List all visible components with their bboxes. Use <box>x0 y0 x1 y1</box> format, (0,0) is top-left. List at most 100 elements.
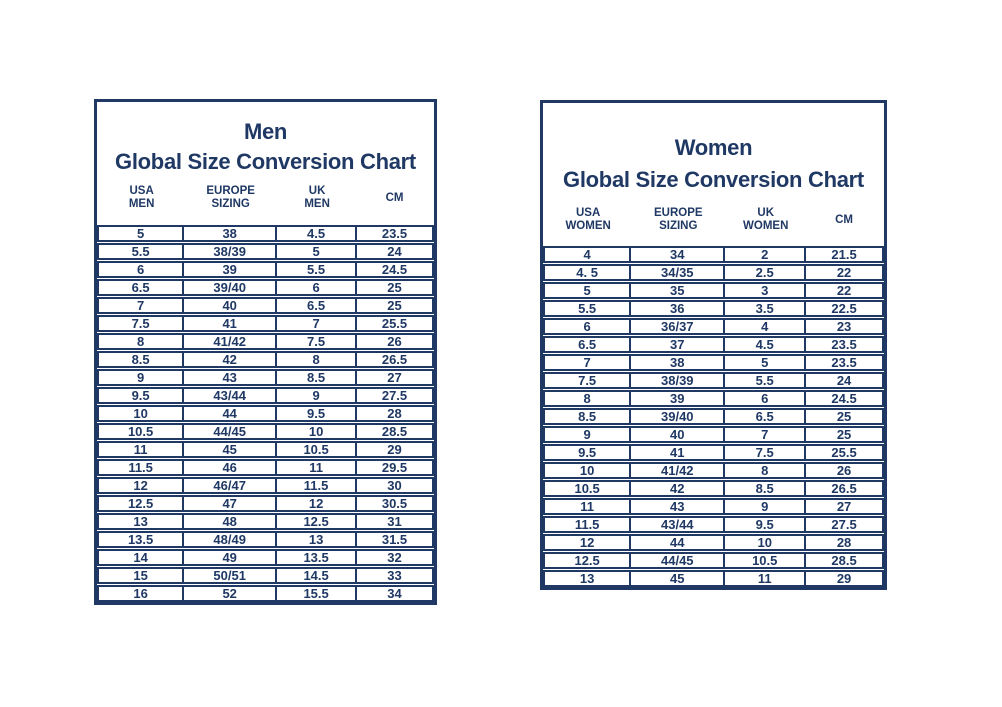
table-row: 9 40 7 25 <box>543 426 884 443</box>
table-cell: 10.5 <box>545 482 632 495</box>
table-cell: 34 <box>387 587 402 600</box>
table-cell: 25 <box>836 428 852 441</box>
table-cell: 29 <box>387 443 402 456</box>
table-cell: 38/39 <box>631 374 726 387</box>
table-cell: 10 <box>545 464 632 477</box>
table-cell: 25 <box>836 410 852 423</box>
table-cell: 41/42 <box>631 464 726 477</box>
table-body: 4 34 2 21.5 4. 5 34/35 2.5 22 5 35 3 22 5.5 36 3.5 22.5… <box>543 246 884 587</box>
column-header-uk-women: UK WOMEN <box>743 207 789 232</box>
table-cell: 38 <box>184 227 278 240</box>
table-cell: 12 <box>99 479 185 492</box>
table-cell: 44 <box>631 536 726 549</box>
table-cell: 14 <box>99 551 185 564</box>
table-cell: 32 <box>387 551 402 564</box>
table-cell: 34/35 <box>631 266 726 279</box>
table-row: 8 39 6 24.5 <box>543 390 884 407</box>
table-cell: 6.5 <box>99 281 185 294</box>
table-cell: 23.5 <box>381 227 408 240</box>
table-cell: 4.5 <box>277 227 358 240</box>
table-cell: 25 <box>387 281 402 294</box>
table-cell: 47 <box>184 497 278 510</box>
table-row: 10.5 44/45 10 28.5 <box>97 423 434 440</box>
table-row: 15 50/51 14.5 33 <box>97 567 434 584</box>
table-cell: 40 <box>631 428 726 441</box>
table-cell: 9.5 <box>99 389 185 402</box>
table-row: 13 45 11 29 <box>543 570 884 587</box>
table-row: 8.5 39/40 6.5 25 <box>543 408 884 425</box>
table-cell: 27.5 <box>381 389 408 402</box>
table-row: 12 46/47 11.5 30 <box>97 477 434 494</box>
table-cell: 50/51 <box>184 569 278 582</box>
table-cell: 44 <box>184 407 278 420</box>
table-cell: 33 <box>387 569 402 582</box>
table-cell: 44/45 <box>184 425 278 438</box>
table-row: 7.5 38/39 5.5 24 <box>543 372 884 389</box>
table-cell: 6.5 <box>277 299 358 312</box>
table-cell: 5 <box>545 284 632 297</box>
column-header-cm: CM <box>835 213 853 226</box>
table-cell: 11 <box>545 500 632 513</box>
table-cell: 11 <box>277 461 358 474</box>
table-cell: 7.5 <box>725 446 807 459</box>
table-cell: 24 <box>387 245 402 258</box>
table-cell: 21.5 <box>831 248 857 261</box>
column-header-uk-men: UK MEN <box>304 185 330 210</box>
table-row: 4. 5 34/35 2.5 22 <box>543 264 884 281</box>
table-cell: 22.5 <box>831 302 857 315</box>
table-cell: 6 <box>725 392 807 405</box>
table-cell: 44/45 <box>631 554 726 567</box>
table-cell: 10 <box>277 425 358 438</box>
table-cell: 45 <box>184 443 278 456</box>
table-cell: 13.5 <box>277 551 358 564</box>
table-cell: 12.5 <box>99 497 185 510</box>
table-cell: 39 <box>631 392 726 405</box>
table-row: 12.5 44/45 10.5 28.5 <box>543 552 884 569</box>
column-header-usa-women: USA WOMEN <box>565 207 611 232</box>
table-row: 6.5 37 4.5 23.5 <box>543 336 884 353</box>
table-cell: 13 <box>99 515 185 528</box>
table-cell: 11.5 <box>99 461 185 474</box>
table-row: 6 36/37 4 23 <box>543 318 884 335</box>
table-body: 5 38 4.5 23.5 5.5 38/39 5 24 6 39 5.5 24.5 6.5 39/40 6… <box>97 225 434 602</box>
table-row: 5 35 3 22 <box>543 282 884 299</box>
table-cell: 43/44 <box>184 389 278 402</box>
table-row: 6 39 5.5 24.5 <box>97 261 434 278</box>
table-cell: 46/47 <box>184 479 278 492</box>
table-cell: 6 <box>277 281 358 294</box>
column-header-europe-sizing: EUROPE SIZING <box>206 185 255 210</box>
table-cell: 11 <box>725 572 807 585</box>
table-row: 9.5 43/44 9 27.5 <box>97 387 434 404</box>
table-row: 10 41/42 8 26 <box>543 462 884 479</box>
table-cell: 41 <box>631 446 726 459</box>
table-cell: 26.5 <box>381 353 408 366</box>
table-cell: 37 <box>631 338 726 351</box>
table-cell: 5 <box>99 227 185 240</box>
chart-subtitle: Global Size Conversion Chart <box>115 149 416 174</box>
table-cell: 22 <box>836 284 852 297</box>
table-cell: 6 <box>545 320 632 333</box>
table-cell: 15.5 <box>277 587 358 600</box>
table-cell: 23 <box>836 320 852 333</box>
table-cell: 2.5 <box>725 266 807 279</box>
table-cell: 11 <box>99 443 185 456</box>
table-cell: 39/40 <box>184 281 278 294</box>
table-cell: 12 <box>277 497 358 510</box>
table-cell: 8 <box>99 335 185 348</box>
table-cell: 43/44 <box>631 518 726 531</box>
table-cell: 27.5 <box>831 518 857 531</box>
table-cell: 10 <box>99 407 185 420</box>
table-cell: 23.5 <box>831 356 857 369</box>
table-cell: 2 <box>725 248 807 261</box>
table-cell: 40 <box>184 299 278 312</box>
table-cell: 35 <box>631 284 726 297</box>
table-cell: 8 <box>277 353 358 366</box>
table-cell: 43 <box>631 500 726 513</box>
table-row: 12 44 10 28 <box>543 534 884 551</box>
table-cell: 41 <box>184 317 278 330</box>
table-cell: 25 <box>387 299 402 312</box>
table-row: 13.5 48/49 13 31.5 <box>97 531 434 548</box>
table-cell: 25.5 <box>381 317 408 330</box>
table-cell: 4.5 <box>725 338 807 351</box>
table-cell: 5.5 <box>725 374 807 387</box>
